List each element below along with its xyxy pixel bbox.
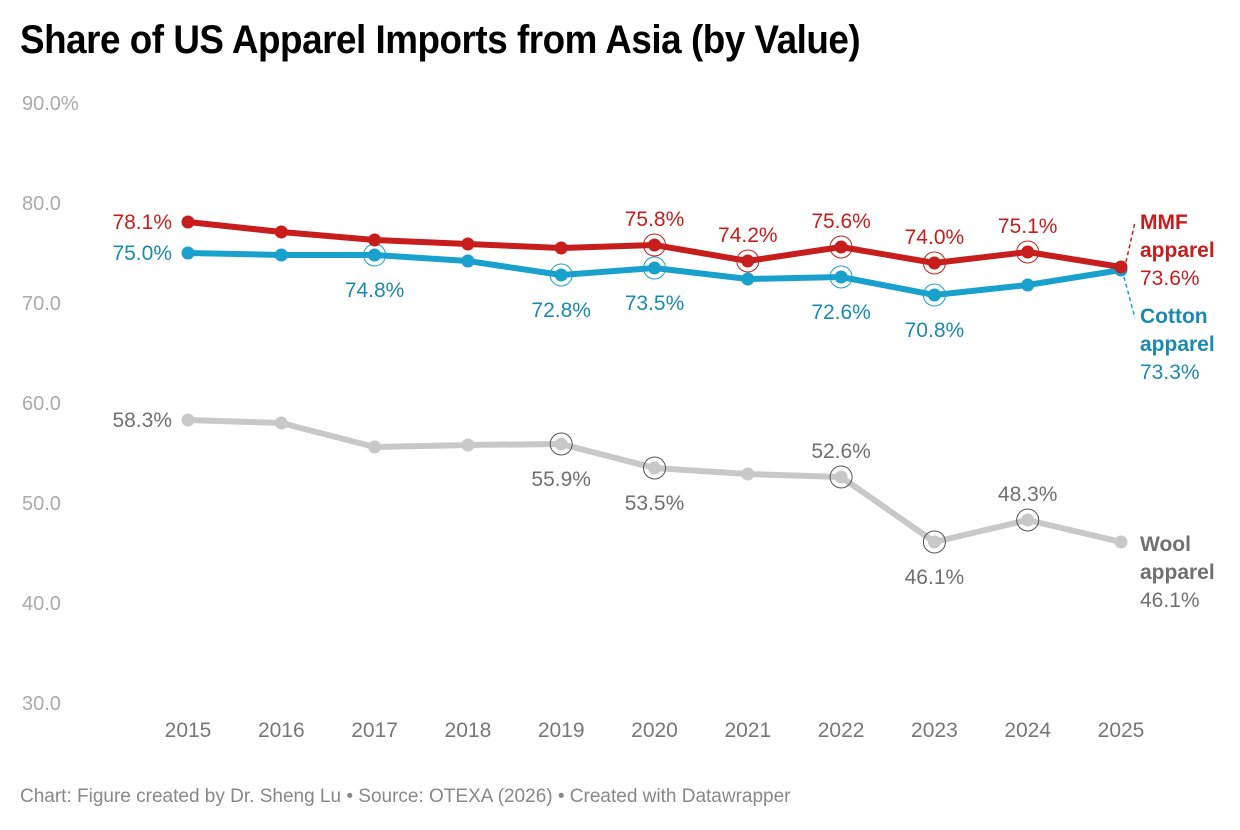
data-label: 75.1% (998, 215, 1058, 238)
data-point (648, 261, 661, 275)
data-point (274, 225, 288, 239)
highlight-ring (922, 251, 946, 275)
data-point (368, 248, 382, 262)
data-point (181, 215, 195, 229)
data-label: 74.0% (905, 226, 965, 249)
data-point (181, 246, 195, 260)
data-point (461, 438, 475, 452)
data-point (927, 535, 941, 549)
chart-title: Share of US Apparel Imports from Asia (b… (20, 18, 861, 62)
data-label: 46.1% (905, 566, 965, 589)
x-tick-label: 2015 (165, 719, 212, 742)
data-label: 72.8% (531, 299, 591, 322)
series-end-label-value: 46.1% (1140, 589, 1200, 612)
x-tick-label: 2016 (258, 719, 305, 742)
series-end-label-name: Cotton (1140, 305, 1208, 328)
data-point (181, 413, 195, 427)
highlight-ring (643, 233, 666, 257)
data-point (741, 467, 755, 481)
data-label: 75.6% (811, 210, 871, 233)
highlight-ring (549, 432, 573, 456)
y-tick-label: 50.0 (22, 493, 61, 515)
data-point (1114, 260, 1128, 274)
data-point (368, 233, 382, 247)
data-label: 74.2% (718, 224, 778, 247)
data-label: 78.1% (112, 211, 172, 234)
x-tick-label: 2017 (351, 719, 398, 742)
highlight-ring (549, 263, 573, 287)
series-end-label-name: apparel (1140, 333, 1215, 356)
data-point (741, 254, 755, 268)
data-label: 74.8% (345, 279, 405, 302)
data-label: 70.8% (905, 319, 965, 342)
data-point (834, 270, 848, 284)
data-point (274, 248, 288, 262)
x-tick-label: 2021 (724, 719, 771, 742)
highlight-ring (1016, 508, 1040, 532)
highlight-ring (1016, 240, 1040, 264)
y-tick-label: 90.0% (22, 93, 79, 115)
x-tick-label: 2018 (445, 719, 492, 742)
x-tick-label: 2024 (1004, 719, 1051, 742)
y-tick-label: 70.0 (22, 293, 61, 315)
data-point (554, 241, 568, 255)
x-tick-label: 2022 (818, 719, 865, 742)
data-point (834, 240, 848, 254)
data-point (927, 256, 941, 270)
data-point (648, 238, 661, 252)
data-point (461, 254, 475, 268)
data-label: 48.3% (998, 483, 1058, 506)
y-tick-label: 40.0 (22, 593, 61, 615)
data-label: 53.5% (625, 492, 685, 515)
series-end-label-name: MMF (1140, 211, 1188, 234)
x-tick-label: 2023 (911, 719, 958, 742)
highlight-ring (922, 283, 946, 307)
end-label-connector (1123, 276, 1136, 319)
highlight-ring (643, 456, 666, 480)
highlight-ring (922, 530, 946, 554)
data-point (1021, 245, 1035, 259)
data-point (648, 461, 661, 475)
y-tick-label: 80.0 (22, 193, 61, 215)
highlight-ring (829, 465, 853, 489)
data-label: 58.3% (112, 409, 172, 432)
highlight-ring (736, 249, 760, 273)
series-end-label-name: apparel (1140, 561, 1215, 584)
series-line-wool-apparel (185, 417, 1124, 545)
series-end-label-name: Wool (1140, 533, 1191, 556)
highlight-ring (829, 235, 853, 259)
data-label: 73.5% (625, 292, 685, 315)
data-point (1021, 513, 1035, 527)
data-point (368, 440, 382, 454)
data-label: 75.8% (625, 208, 685, 231)
series-end-label-name: apparel (1140, 239, 1215, 262)
data-label: 55.9% (531, 468, 591, 491)
data-point (554, 268, 568, 282)
data-point (741, 272, 755, 286)
x-tick-label: 2020 (631, 719, 678, 742)
data-point (1114, 535, 1128, 549)
highlight-ring (643, 256, 666, 280)
chart-footer: Chart: Figure created by Dr. Sheng Lu • … (20, 786, 791, 807)
data-label: 75.0% (112, 242, 172, 265)
end-label-connector (1125, 221, 1136, 263)
data-point (461, 237, 475, 251)
data-point (274, 416, 288, 430)
x-tick-label: 2025 (1098, 719, 1145, 742)
y-tick-label: 60.0 (22, 393, 61, 415)
highlight-ring (829, 265, 853, 289)
data-point (927, 288, 941, 302)
series-end-label-value: 73.3% (1140, 361, 1200, 384)
data-point (554, 437, 568, 451)
data-label: 52.6% (811, 440, 871, 463)
y-tick-label: 30.0 (22, 693, 61, 715)
series-end-label-value: 73.6% (1140, 267, 1200, 290)
data-point (834, 470, 848, 484)
data-point (1021, 278, 1035, 292)
data-label: 72.6% (811, 301, 871, 324)
x-tick-label: 2019 (538, 719, 585, 742)
